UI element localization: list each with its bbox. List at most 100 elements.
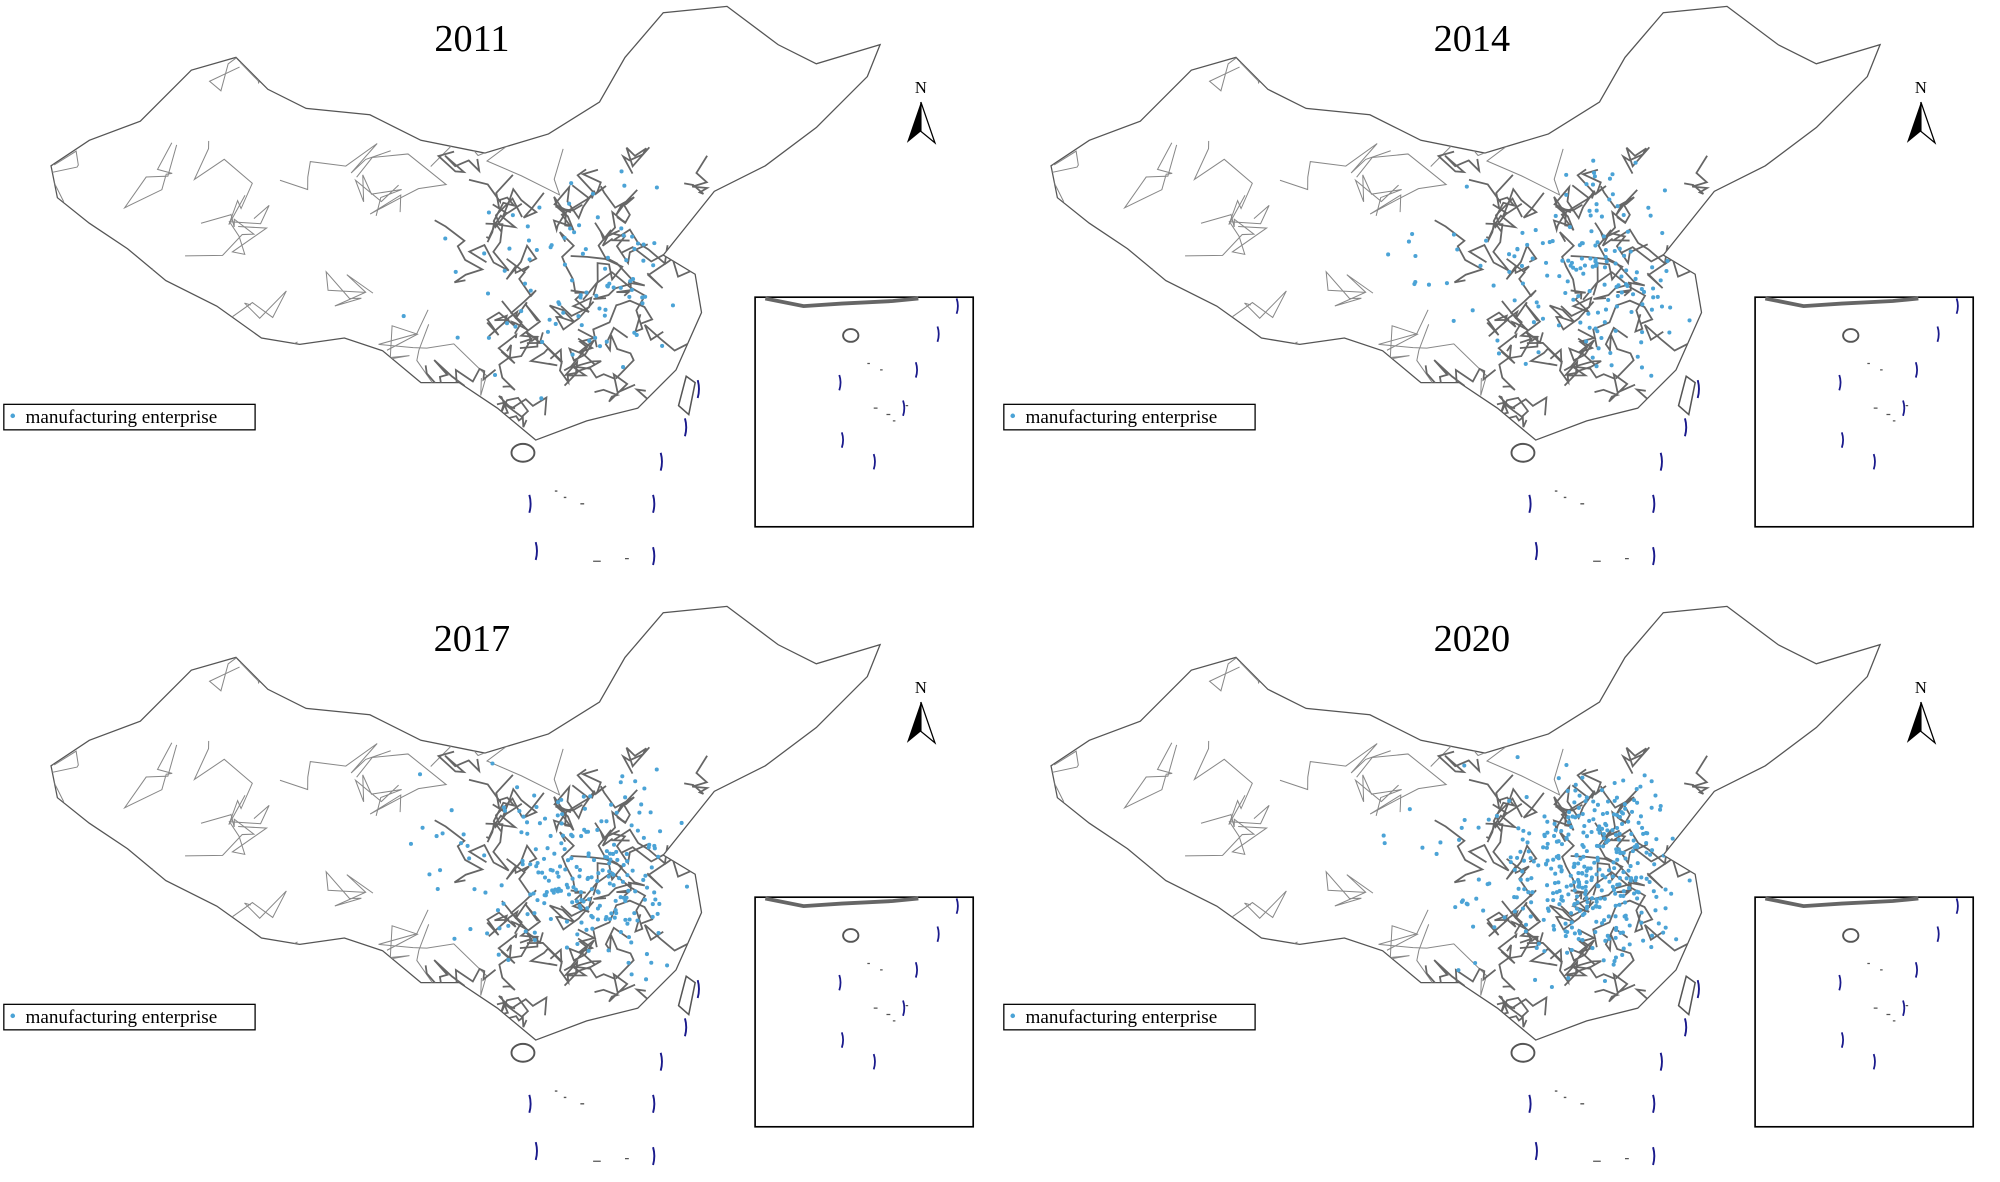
- boundary-line: [434, 219, 485, 284]
- inset-hainan: [842, 928, 860, 943]
- enterprise-dot: [1476, 825, 1481, 830]
- enterprise-dot: [654, 767, 659, 772]
- inset-dash: [955, 298, 959, 315]
- boundary-line: [1356, 753, 1448, 815]
- enterprise-dot: [556, 874, 561, 879]
- enterprise-dot: [1518, 877, 1523, 882]
- north-arrow-right: [1920, 701, 1937, 745]
- boundary-line: [1185, 213, 1256, 257]
- enterprise-dot: [1585, 904, 1590, 909]
- enterprise-dot: [611, 883, 616, 888]
- enterprise-dot: [1576, 877, 1581, 883]
- enterprise-dot: [580, 251, 585, 256]
- boundary-line: [498, 395, 548, 416]
- boundary-line: [1312, 621, 1377, 682]
- enterprise-dot: [1516, 826, 1521, 831]
- enterprise-dot: [586, 948, 591, 953]
- enterprise-dot: [1584, 182, 1589, 187]
- boundary-dash: [1652, 494, 1656, 514]
- enterprise-dot: [1634, 889, 1639, 894]
- north-label: N: [915, 678, 927, 697]
- enterprise-dot: [1526, 849, 1531, 854]
- enterprise-dot: [641, 242, 646, 247]
- enterprise-dot: [1566, 976, 1571, 981]
- enterprise-dot: [613, 898, 618, 903]
- enterprise-dot: [1578, 856, 1583, 861]
- boundary-line: [375, 325, 419, 395]
- enterprise-dot: [1605, 828, 1610, 833]
- enterprise-dot: [1644, 850, 1649, 855]
- enterprise-dot: [1565, 279, 1570, 284]
- enterprise-dot: [510, 213, 515, 218]
- inset-dash: [838, 974, 842, 991]
- enterprise-dot: [1520, 869, 1525, 874]
- enterprise-dot: [1599, 888, 1604, 893]
- enterprise-dot: [1553, 828, 1558, 833]
- enterprise-dot: [1515, 755, 1520, 760]
- enterprise-dot: [1640, 302, 1645, 307]
- boundary-line: [381, 82, 438, 114]
- enterprise-dot: [1556, 776, 1561, 781]
- enterprise-dot: [1572, 800, 1577, 805]
- enterprise-dot: [652, 846, 657, 851]
- enterprise-dot: [566, 892, 572, 897]
- enterprise-dot: [1579, 241, 1584, 246]
- enterprise-dot: [615, 857, 620, 862]
- enterprise-dot: [1615, 294, 1620, 299]
- enterprise-dot: [627, 294, 632, 299]
- enterprise-dot: [1651, 286, 1656, 291]
- enterprise-dot: [1607, 868, 1612, 873]
- enterprise-dot: [625, 921, 630, 926]
- enterprise-dot: [602, 313, 607, 318]
- enterprise-dot: [612, 915, 617, 920]
- inset-hainan: [1842, 328, 1860, 343]
- enterprise-dot: [1602, 896, 1607, 901]
- boundary-dash: [659, 1052, 663, 1071]
- enterprise-dot: [1527, 831, 1532, 836]
- boundary-dash: [1696, 979, 1700, 999]
- enterprise-dot: [570, 876, 575, 881]
- boundary-line: [185, 813, 256, 857]
- enterprise-dot: [1583, 888, 1588, 893]
- enterprise-dot: [1597, 830, 1602, 835]
- enterprise-dot: [1633, 160, 1638, 165]
- enterprise-dot: [650, 914, 655, 920]
- north-arrow-left: [1906, 702, 1921, 743]
- boundary-line: [1381, 682, 1438, 714]
- hainan: [1510, 1042, 1536, 1063]
- enterprise-dot: [1528, 856, 1533, 861]
- enterprise-dot: [1598, 896, 1603, 901]
- boundary-line: [1381, 82, 1438, 114]
- enterprise-dot: [1542, 832, 1547, 837]
- enterprise-dot: [1606, 914, 1611, 919]
- boundary-line: [1567, 337, 1596, 366]
- enterprise-dot: [1529, 900, 1534, 905]
- enterprise-dot: [1565, 950, 1570, 955]
- enterprise-dot: [485, 291, 491, 296]
- enterprise-dot: [656, 854, 661, 859]
- enterprise-dot: [595, 215, 600, 220]
- enterprise-dot: [1615, 857, 1620, 862]
- boundary-line: [1594, 822, 1649, 866]
- enterprise-dot: [1545, 858, 1550, 863]
- enterprise-dot: [1590, 906, 1595, 911]
- enterprise-dot: [1584, 834, 1590, 839]
- enterprise-dot: [1641, 289, 1647, 295]
- enterprise-dot: [1607, 176, 1612, 181]
- boundary-line: [1501, 187, 1545, 219]
- inset-dash: [872, 1053, 876, 1070]
- enterprise-dot: [1600, 873, 1605, 878]
- enterprise-dot: [1612, 780, 1617, 786]
- taiwan: [677, 975, 696, 1016]
- enterprise-dot: [581, 794, 586, 799]
- enterprise-dot: [1669, 891, 1674, 896]
- enterprise-dot: [1566, 832, 1571, 837]
- enterprise-dot: [1581, 830, 1586, 835]
- enterprise-dot: [1627, 942, 1632, 947]
- boundary-line: [430, 734, 564, 796]
- boundary-line: [228, 804, 270, 856]
- enterprise-dot: [1658, 278, 1663, 283]
- panel-title: 2017: [434, 618, 511, 660]
- boundary-line: [1051, 659, 1109, 741]
- enterprise-dot: [465, 843, 470, 848]
